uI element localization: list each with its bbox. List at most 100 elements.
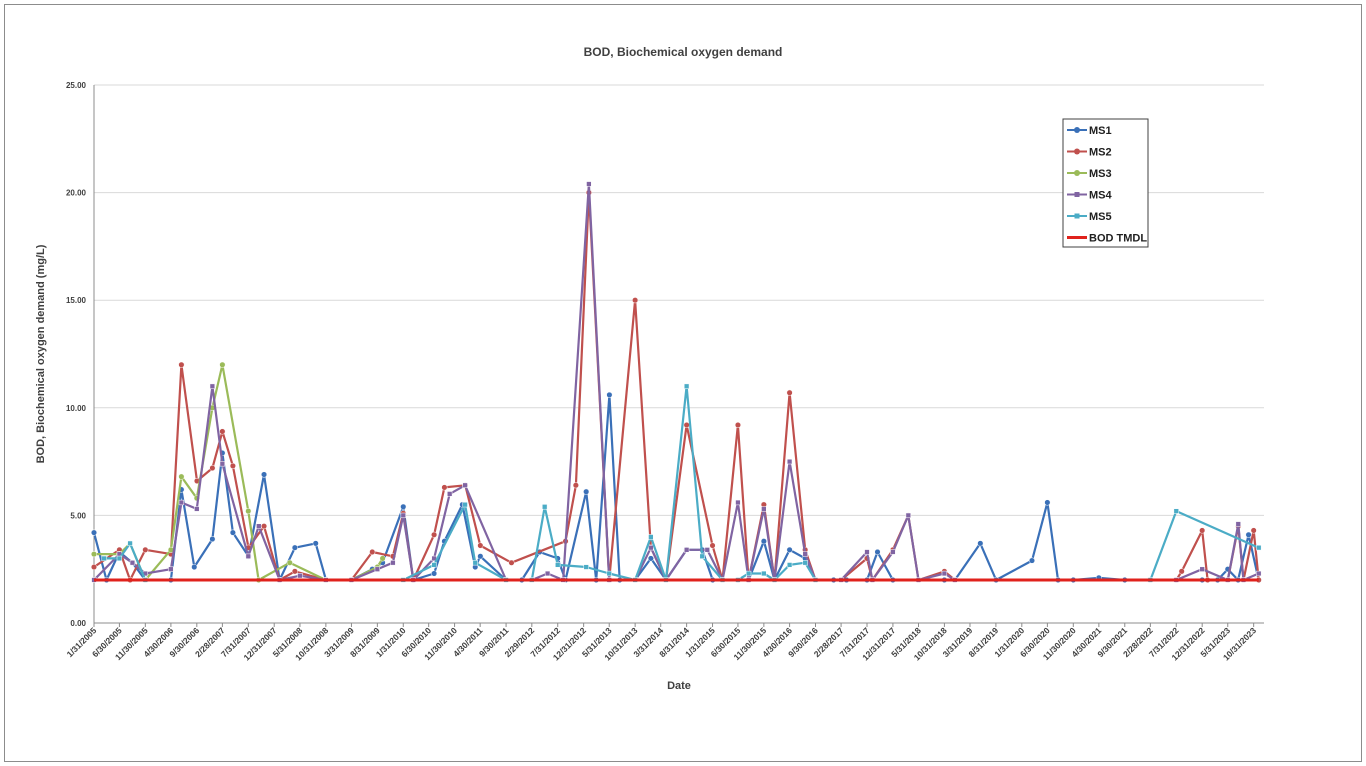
- data-point: [786, 546, 793, 553]
- y-tick-label: 25.00: [66, 81, 87, 90]
- data-point: [544, 570, 551, 577]
- data-point: [905, 512, 911, 519]
- data-point: [472, 560, 478, 566]
- data-point: [462, 501, 468, 508]
- data-point: [312, 540, 319, 547]
- data-point: [178, 473, 185, 480]
- data-point: [704, 547, 710, 553]
- legend-label-ms4: MS4: [1089, 190, 1113, 202]
- data-point: [209, 465, 216, 472]
- data-point: [760, 538, 767, 545]
- data-point: [101, 555, 107, 562]
- data-point: [572, 482, 579, 489]
- data-point: [400, 512, 406, 519]
- x-tick-labels: 1/31/20056/30/200511/30/20054/30/20069/3…: [65, 623, 1258, 662]
- legend-label-ms2: MS2: [1089, 147, 1112, 159]
- legend-label-ms3: MS3: [1089, 168, 1112, 180]
- legend-label-bod-tmdl: BOD TMDL: [1089, 233, 1147, 245]
- legend-marker-ms5: [1074, 213, 1080, 219]
- data-point: [802, 560, 808, 566]
- data-point: [191, 563, 198, 571]
- data-point: [761, 570, 767, 577]
- data-point: [1199, 566, 1205, 572]
- data-point: [286, 559, 293, 566]
- y-tick-labels: 0.00 5.00 10.00 15.00 20.00 25.00: [66, 81, 87, 628]
- legend-marker-ms3: [1074, 170, 1080, 176]
- data-point: [606, 570, 612, 577]
- y-tick-label: 5.00: [70, 511, 86, 520]
- data-point: [390, 560, 396, 566]
- legend: MS1 MS2 MS3 MS4 MS5 BOD TMDL: [1062, 118, 1149, 248]
- data-point: [786, 389, 793, 396]
- data-point: [178, 361, 185, 368]
- data-point: [647, 555, 654, 562]
- data-point: [116, 555, 123, 562]
- data-point: [229, 462, 236, 469]
- data-point: [477, 542, 484, 549]
- legend-label-ms1: MS1: [1089, 125, 1112, 137]
- data-point: [297, 573, 303, 579]
- y-tick-label: 20.00: [66, 189, 87, 198]
- series-line-ms2: [93, 191, 1260, 582]
- y-tick-label: 15.00: [66, 296, 87, 305]
- data-point: [648, 545, 654, 551]
- data-point: [209, 536, 216, 543]
- data-point: [786, 458, 793, 465]
- data-point: [586, 181, 592, 187]
- data-point: [256, 523, 262, 529]
- data-point: [735, 499, 741, 506]
- data-point: [734, 421, 741, 429]
- data-point: [260, 471, 268, 478]
- data-point: [802, 551, 808, 557]
- data-point: [786, 562, 793, 568]
- chart-title: BOD, Biochemical oxygen demand: [584, 45, 783, 59]
- data-point: [542, 504, 548, 510]
- data-point: [864, 549, 870, 555]
- data-point: [400, 503, 407, 510]
- data-point: [508, 559, 515, 566]
- data-point: [1044, 499, 1051, 506]
- data-point: [245, 508, 252, 515]
- legend-marker-ms4: [1074, 192, 1080, 197]
- data-point: [90, 563, 98, 571]
- data-point: [683, 421, 690, 429]
- data-point: [369, 548, 376, 556]
- data-point: [648, 534, 654, 540]
- data-point: [683, 547, 690, 553]
- data-point: [745, 570, 752, 577]
- data-point: [462, 482, 468, 488]
- data-point: [431, 570, 438, 577]
- series-ms2: [90, 189, 1262, 584]
- data-point: [1235, 521, 1241, 527]
- data-point: [431, 531, 438, 538]
- y-tick-label: 10.00: [66, 404, 87, 413]
- data-point: [941, 570, 948, 577]
- data-point: [447, 491, 453, 497]
- legend-marker-ms1: [1074, 127, 1080, 133]
- data-point: [178, 499, 185, 506]
- data-point: [555, 562, 561, 568]
- data-point: [1178, 568, 1185, 575]
- data-point: [699, 553, 705, 559]
- x-axis-title: Date: [667, 680, 691, 692]
- legend-box: [1062, 118, 1149, 248]
- data-point: [583, 488, 590, 495]
- legend-marker-ms2: [1074, 148, 1080, 155]
- data-point: [1250, 527, 1257, 534]
- data-point: [142, 546, 149, 553]
- data-point: [127, 540, 133, 547]
- data-point: [431, 562, 437, 568]
- legend-label-ms5: MS5: [1089, 211, 1112, 223]
- data-point: [260, 523, 268, 530]
- data-point: [209, 383, 216, 389]
- data-point: [977, 540, 984, 547]
- data-point: [761, 506, 767, 512]
- y-axis-title: BOD, Biochemical oxygen demand (mg/L): [35, 244, 47, 463]
- data-point: [90, 551, 98, 558]
- y-tick-label: 0.00: [70, 619, 86, 628]
- data-point: [291, 568, 298, 575]
- data-point: [606, 391, 613, 398]
- data-point: [219, 428, 226, 435]
- series-layer: [90, 181, 1262, 584]
